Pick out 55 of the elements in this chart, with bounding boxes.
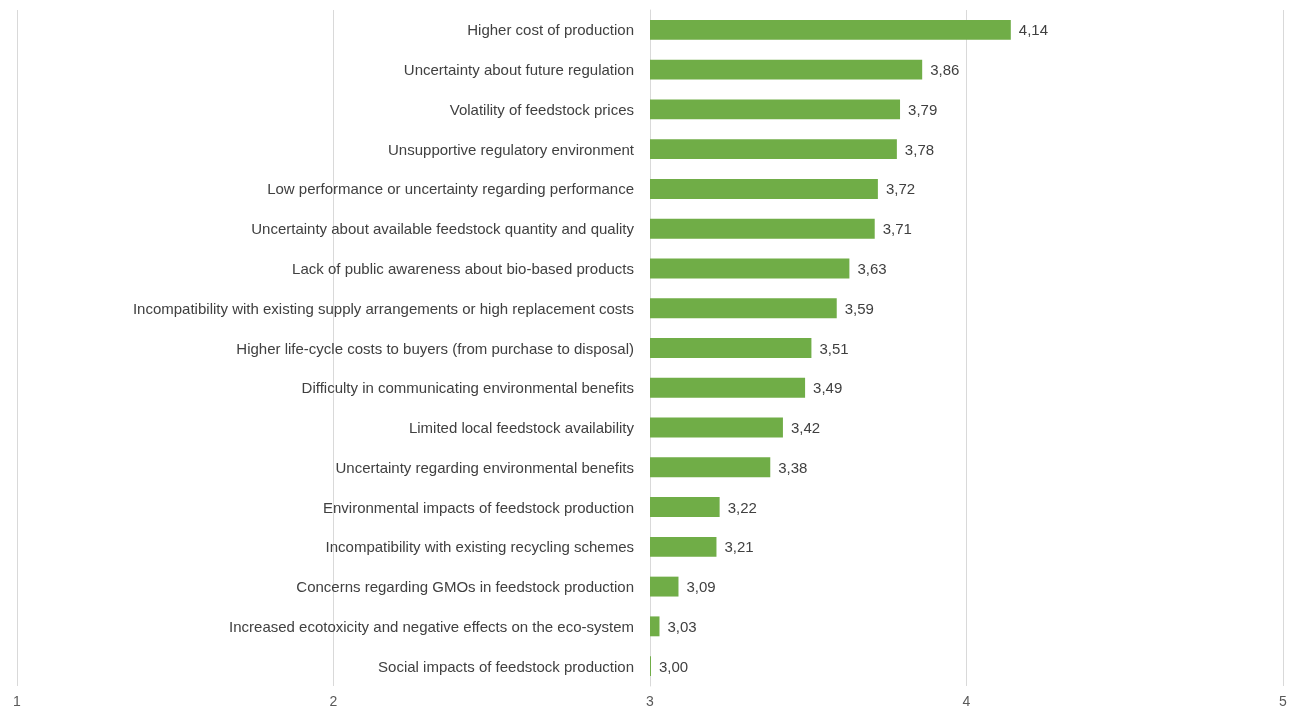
data-label: 3,42 xyxy=(790,419,821,437)
data-label: 3,22 xyxy=(727,498,757,516)
bar xyxy=(650,139,897,160)
data-label: 3,63 xyxy=(857,259,887,277)
y-tick-label: Concerns regarding GMOs in feedstock production xyxy=(296,578,634,596)
data-label: 3,71 xyxy=(882,220,912,238)
bar xyxy=(650,338,812,358)
bar xyxy=(650,99,901,120)
y-tick-label: Higher cost of production xyxy=(467,21,634,39)
x-tick-label: 1 xyxy=(13,693,22,709)
data-label: 3,00 xyxy=(659,657,689,675)
data-label: 3,79 xyxy=(908,100,938,118)
data-label: 3,51 xyxy=(819,339,849,357)
y-tick-label: Lack of public awareness about bio-based products xyxy=(292,259,634,277)
bar xyxy=(650,616,660,637)
bar xyxy=(650,298,837,319)
data-label: 4,14 xyxy=(1018,21,1049,39)
bar xyxy=(650,59,923,80)
data-label: 3,21 xyxy=(724,538,754,556)
x-tick-label: 3 xyxy=(646,693,655,709)
data-label: 3,09 xyxy=(686,578,716,596)
y-tick-label: Limited local feedstock availability xyxy=(408,419,635,437)
y-tick-label: Social impacts of feedstock production xyxy=(378,657,634,675)
y-tick-label: Uncertainty about available feedstock quantity and quality xyxy=(251,220,635,238)
data-label: 3,38 xyxy=(778,458,808,476)
y-tick-label: Unsupportive regulatory environment xyxy=(388,140,635,158)
data-label: 3,86 xyxy=(930,61,960,79)
bar xyxy=(650,536,717,557)
y-tick-label: Higher life-cycle costs to buyers (from purchase to disposal) xyxy=(236,339,634,357)
bar xyxy=(650,258,850,279)
x-tick-label: 4 xyxy=(962,693,971,709)
data-label: 3,49 xyxy=(813,379,843,397)
data-label: 3,59 xyxy=(844,299,874,317)
bar xyxy=(650,218,875,239)
data-label: 3,03 xyxy=(667,617,697,635)
y-tick-label: Volatility of feedstock prices xyxy=(449,100,634,118)
bar xyxy=(650,417,783,438)
bar xyxy=(650,576,679,597)
bar xyxy=(650,377,806,398)
y-tick-label: Incompatibility with existing recycling schemes xyxy=(325,538,634,556)
bar xyxy=(650,497,720,517)
x-tick-label: 2 xyxy=(329,693,338,709)
y-tick-label: Increased ecotoxicity and negative effects on the eco-system xyxy=(229,617,634,635)
bar xyxy=(650,19,1011,40)
y-tick-label: Uncertainty regarding environmental benefits xyxy=(335,458,634,476)
bar xyxy=(650,179,878,199)
y-tick-label: Environmental impacts of feedstock production xyxy=(323,498,634,516)
bar xyxy=(650,457,771,478)
data-label: 3,78 xyxy=(904,140,935,158)
y-tick-label: Low performance or uncertainty regarding performance xyxy=(267,180,634,198)
y-tick-label: Difficulty in communicating environmental benefits xyxy=(301,379,634,397)
y-tick-label: Uncertainty about future regulation xyxy=(403,61,634,79)
y-tick-label: Incompatibility with existing supply arrangements or high replacement costs xyxy=(132,299,634,317)
data-label: 3,72 xyxy=(885,180,916,198)
x-tick-label: 5 xyxy=(1279,693,1288,709)
